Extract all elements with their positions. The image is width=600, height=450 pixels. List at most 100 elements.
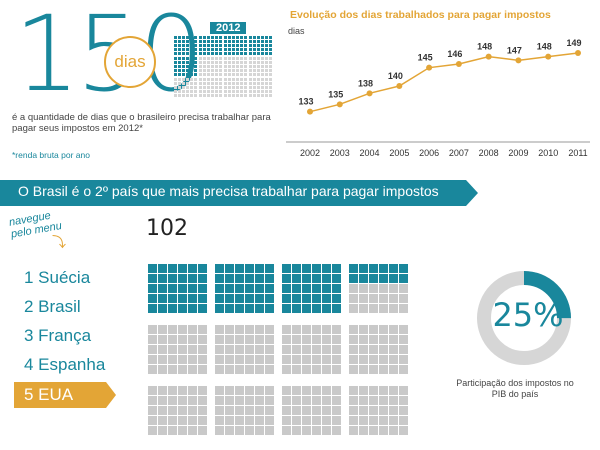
calendar-day [178, 355, 187, 364]
calendar-day [245, 386, 254, 395]
calendar-day [282, 335, 291, 344]
calendar-day [265, 274, 274, 283]
calendar-day [235, 335, 244, 344]
calendar-day [236, 57, 239, 60]
calendar-day [178, 365, 187, 374]
calendar-day [253, 86, 256, 89]
footnote: *renda bruta por ano [12, 150, 90, 160]
calendar-day [240, 86, 243, 89]
data-point [575, 50, 581, 56]
calendar-day [389, 264, 398, 273]
calendar-day [182, 44, 185, 47]
calendar-day [168, 416, 177, 425]
calendar-day [158, 335, 167, 344]
calendar-day [322, 386, 331, 395]
calendar-day [219, 90, 222, 93]
calendar-day [174, 61, 177, 64]
calendar-day [211, 65, 214, 68]
calendar-day [369, 345, 378, 354]
calendar-day [228, 69, 231, 72]
country-calendar-grid [148, 264, 428, 444]
calendar-day [349, 396, 358, 405]
calendar-day [379, 396, 388, 405]
calendar-day [359, 274, 368, 283]
calendar-day [265, 294, 274, 303]
calendar-day [245, 396, 254, 405]
calendar-day [249, 61, 252, 64]
calendar-day [224, 90, 227, 93]
calendar-day [148, 416, 157, 425]
calendar-day [269, 44, 272, 47]
calendar-day [302, 386, 311, 395]
calendar-day [225, 294, 234, 303]
calendar-day [182, 52, 185, 55]
calendar-day [199, 73, 202, 76]
calendar-day [232, 65, 235, 68]
calendar-day [225, 355, 234, 364]
calendar-day [302, 274, 311, 283]
calendar-day [190, 78, 193, 81]
calendar-day [228, 48, 231, 51]
calendar-day [158, 294, 167, 303]
calendar-day [257, 61, 260, 64]
dias-badge: dias [104, 36, 156, 88]
calendar-day [199, 65, 202, 68]
calendar-day [207, 61, 210, 64]
calendar-day [292, 426, 301, 435]
calendar-day [359, 284, 368, 293]
calendar-day [269, 65, 272, 68]
calendar-day [224, 48, 227, 51]
calendar-day [225, 284, 234, 293]
calendar-day [269, 61, 272, 64]
calendar-day [158, 365, 167, 374]
data-point [426, 64, 433, 71]
calendar-day [211, 78, 214, 81]
calendar-day [178, 36, 181, 39]
calendar-day [194, 44, 197, 47]
calendar-day [282, 426, 291, 435]
calendar-day [245, 294, 254, 303]
calendar-day [253, 94, 256, 97]
calendar-day [322, 304, 331, 313]
calendar-day [178, 416, 187, 425]
calendar-day [359, 294, 368, 303]
calendar-day [269, 86, 272, 89]
calendar-day [255, 284, 264, 293]
calendar-day [215, 65, 218, 68]
menu-item-franca[interactable]: 3 França [24, 326, 92, 345]
menu-item-espanha[interactable]: 4 Espanha [24, 355, 106, 374]
calendar-day [225, 335, 234, 344]
calendar-day [332, 426, 341, 435]
calendar-day [235, 416, 244, 425]
calendar-day [265, 264, 274, 273]
calendar-day [236, 73, 239, 76]
calendar-day [219, 52, 222, 55]
calendar-day [148, 304, 157, 313]
calendar-day [244, 90, 247, 93]
calendar-day [203, 69, 206, 72]
calendar-day [232, 52, 235, 55]
calendar-day [178, 69, 181, 72]
calendar-day [240, 69, 243, 72]
calendar-day [225, 386, 234, 395]
calendar-day [245, 365, 254, 374]
calendar-day [292, 355, 301, 364]
calendar-day [244, 86, 247, 89]
calendar-day [194, 86, 197, 89]
calendar-day [302, 335, 311, 344]
calendar-day [232, 73, 235, 76]
calendar-day [244, 61, 247, 64]
menu-item-brasil[interactable]: 2 Brasil [24, 297, 81, 316]
calendar-day [219, 44, 222, 47]
calendar-day [194, 78, 197, 81]
calendar-day [282, 416, 291, 425]
calendar-day [211, 86, 214, 89]
calendar-day [203, 57, 206, 60]
menu-item-eua[interactable]: 5 EUA [24, 385, 74, 404]
calendar-day [228, 90, 231, 93]
calendar-day [399, 355, 408, 364]
calendar-day [219, 61, 222, 64]
calendar-day [224, 44, 227, 47]
menu-item-suecia[interactable]: 1 Suécia [24, 268, 91, 287]
calendar-day [349, 416, 358, 425]
